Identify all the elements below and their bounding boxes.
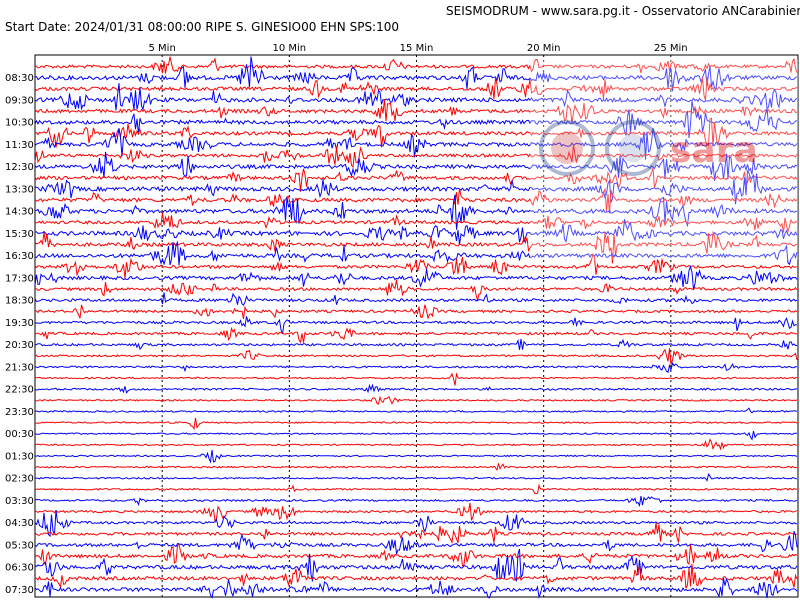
trace-line <box>34 117 798 148</box>
seismic-traces <box>34 56 798 599</box>
row-time-label: 13:30 <box>5 184 34 195</box>
trace-line <box>34 194 798 230</box>
trace-line <box>34 279 798 301</box>
row-time-label: 05:30 <box>5 540 34 551</box>
trace-line <box>34 264 798 290</box>
start-date-info: Start Date: 2024/01/31 08:00:00 RIPE S. … <box>5 20 400 34</box>
trace-line <box>34 316 798 335</box>
row-time-label: 18:30 <box>5 296 34 307</box>
trace-line <box>34 372 798 386</box>
row-time-labels: 08:30 09:30 10:30 11:30 12:30 13:30 14:30 15:30… <box>5 73 34 596</box>
trace-line <box>34 230 798 264</box>
row-time-label: 17:30 <box>5 273 34 284</box>
row-time-label: 15:30 <box>5 229 34 240</box>
carabinieri-seal-icon <box>539 120 595 176</box>
trace-line <box>34 167 798 192</box>
row-time-label: 00:30 <box>5 429 34 440</box>
trace-line <box>34 449 798 464</box>
row-time-label: 16:30 <box>5 251 34 262</box>
row-time-label: 23:30 <box>5 407 34 418</box>
row-time-label: 22:30 <box>5 385 34 396</box>
row-time-label: 10:30 <box>5 118 34 129</box>
trace-line <box>34 326 798 344</box>
trace-line <box>34 502 798 523</box>
trace-line <box>34 56 798 74</box>
trace-line <box>34 219 798 245</box>
trace-line <box>34 56 798 92</box>
trace-line <box>34 395 798 405</box>
trace-line <box>34 510 798 538</box>
trace-line <box>34 169 798 205</box>
row-time-label: 19:30 <box>5 318 34 329</box>
row-time-label: 20:30 <box>5 340 34 351</box>
trace-line <box>34 361 798 374</box>
trace-line <box>34 417 798 431</box>
row-time-label: 11:30 <box>5 140 34 151</box>
trace-line <box>34 383 798 394</box>
x-tick-label: 5 Min <box>149 43 176 54</box>
trace-line <box>34 473 798 482</box>
trace-line <box>34 348 798 365</box>
x-tick-label: 20 Min <box>527 43 561 54</box>
sara-logo-text: sara <box>670 130 758 171</box>
sara-watermark: sara <box>530 60 798 260</box>
row-time-label: 09:30 <box>5 95 34 106</box>
trace-line <box>34 292 798 307</box>
row-time-label: 03:30 <box>5 496 34 507</box>
trace-line <box>34 98 798 124</box>
row-time-label: 21:30 <box>5 362 34 373</box>
trace-line <box>34 252 798 279</box>
grid-lines <box>161 55 672 597</box>
observatory-seal-icon <box>605 120 661 176</box>
trace-line <box>34 463 798 472</box>
trace-line <box>34 144 798 169</box>
trace-line <box>34 187 798 214</box>
row-time-label: 06:30 <box>5 563 34 574</box>
trace-line <box>34 304 798 320</box>
trace-line <box>34 563 798 589</box>
trace-line <box>34 430 797 441</box>
trace-line <box>34 544 798 567</box>
row-time-label: 14:30 <box>5 207 34 218</box>
x-tick-label: 25 Min <box>654 43 688 54</box>
row-time-label: 12:30 <box>5 162 34 173</box>
trace-line <box>34 83 798 112</box>
row-time-label: 04:30 <box>5 518 34 529</box>
trace-line <box>34 100 798 139</box>
trace-line <box>34 577 798 599</box>
trace-line <box>34 407 798 414</box>
trace-line <box>34 483 798 495</box>
trace-line <box>34 548 798 582</box>
trace-line <box>34 151 798 181</box>
row-time-label: 02:30 <box>5 474 34 485</box>
trace-line <box>34 76 798 101</box>
trace-line <box>35 438 798 451</box>
trace-line <box>34 127 798 160</box>
trace-line <box>34 530 798 555</box>
row-time-label: 07:30 <box>5 585 34 596</box>
x-tick-label: 10 Min <box>273 43 307 54</box>
trace-line <box>34 212 798 234</box>
x-tick-label: 15 Min <box>400 43 434 54</box>
trace-line <box>34 240 798 266</box>
x-axis-ticks: 5 Min 10 Min 15 Min 20 Min 25 Min <box>149 43 688 54</box>
row-time-label: 08:30 <box>5 73 34 84</box>
station-title: SEISMODRUM - www.sara.pg.it - Osservator… <box>446 4 800 18</box>
trace-line <box>34 496 798 508</box>
trace-line <box>34 522 798 544</box>
trace-line <box>34 338 798 350</box>
row-time-label: 01:30 <box>5 451 34 462</box>
